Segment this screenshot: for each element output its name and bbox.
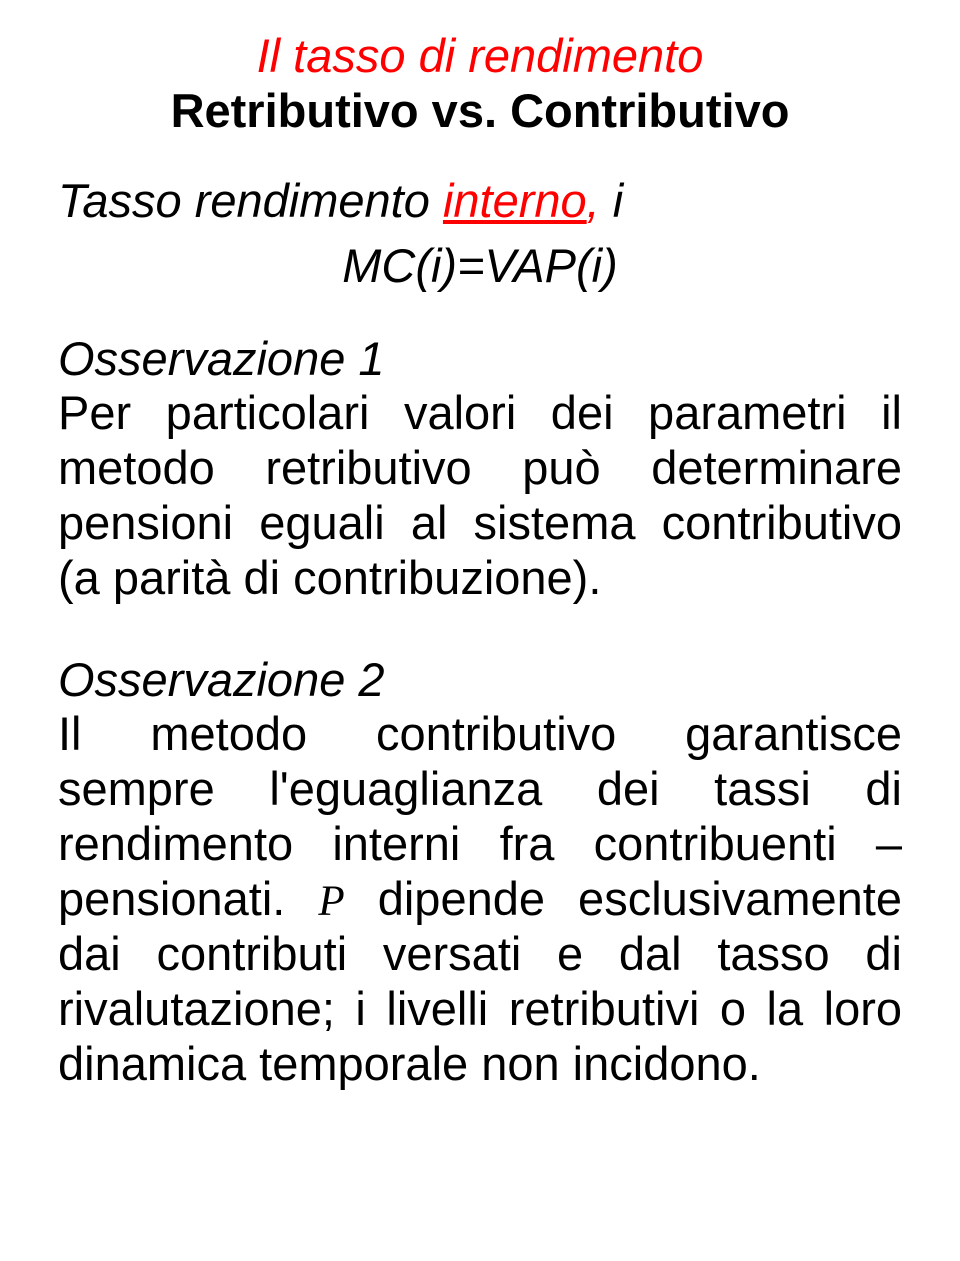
obs2-heading: Osservazione 2 — [58, 652, 902, 707]
title-line2: Retributivo vs. Contributivo — [58, 83, 902, 138]
intro-prefix: Tasso rendimento — [58, 174, 443, 227]
obs1-body: Per particolari valori dei parametri il … — [58, 386, 902, 606]
intro-comma: , — [587, 174, 600, 227]
intro-line: Tasso rendimento interno, i — [58, 173, 902, 228]
intro-underlined: interno — [443, 174, 587, 227]
formula: MC(i)=VAP(i) — [58, 238, 902, 293]
title-line1: Il tasso di rendimento — [58, 28, 902, 83]
intro-suffix: i — [600, 174, 624, 227]
obs2-body: Il metodo contributivo garantisce sempre… — [58, 707, 902, 1092]
obs2-variable-p: P — [318, 878, 344, 925]
obs1-heading: Osservazione 1 — [58, 331, 902, 386]
title-block: Il tasso di rendimento Retributivo vs. C… — [58, 28, 902, 139]
